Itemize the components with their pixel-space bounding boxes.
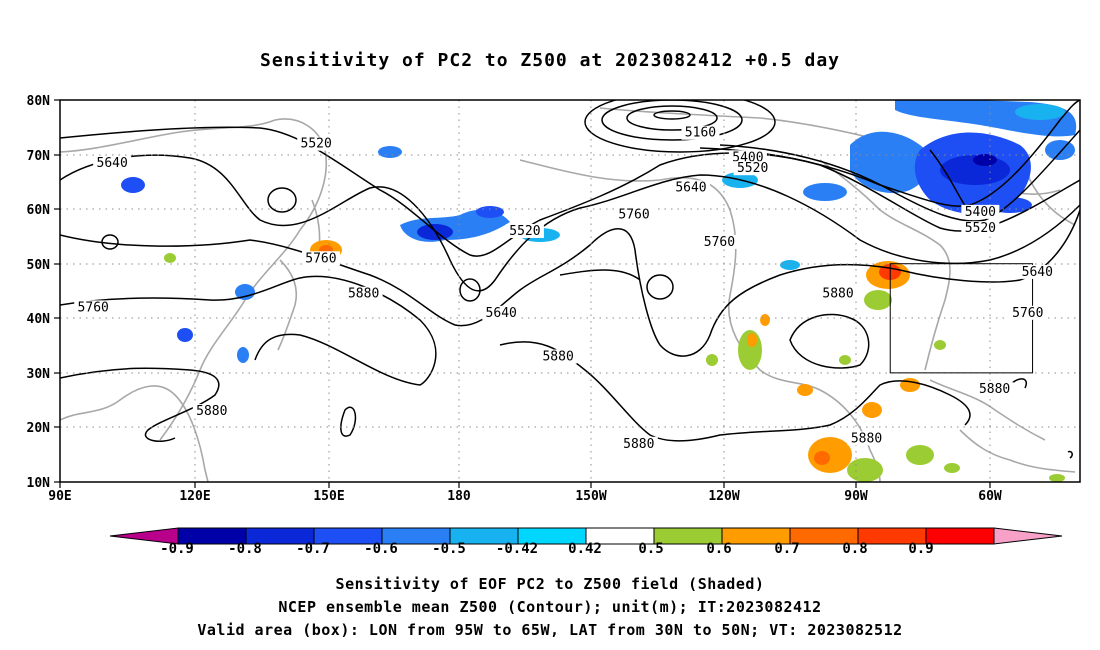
colorbar-label: -0.6 bbox=[364, 541, 398, 557]
chart-title: Sensitivity of PC2 to Z500 at 2023082412… bbox=[259, 50, 840, 71]
contour-labels: 5520564051605400552056405760552057605760… bbox=[74, 125, 1057, 452]
contour-label-background bbox=[344, 286, 383, 301]
colorbar-label: 0.7 bbox=[774, 541, 800, 557]
contour-label: 5880 bbox=[851, 431, 882, 446]
contour-label-background bbox=[671, 180, 710, 195]
lat-label: 80N bbox=[27, 94, 51, 109]
contour-label-background bbox=[301, 251, 340, 266]
lat-axis-labels: 80N 70N 60N 50N 40N 30N 20N 10N bbox=[27, 94, 51, 491]
contour-label-background bbox=[1018, 264, 1057, 279]
colorbar-cell bbox=[993, 527, 1063, 545]
contour-label: 5520 bbox=[965, 221, 996, 236]
footer-line-2: NCEP ensemble mean Z500 (Contour); unit(… bbox=[278, 598, 822, 616]
contour-label: 5760 bbox=[305, 251, 336, 266]
contour-label: 5880 bbox=[623, 437, 654, 452]
lon-label: 180 bbox=[447, 489, 471, 504]
lon-label: 90W bbox=[844, 489, 868, 504]
contour-label-background bbox=[975, 382, 1014, 397]
lat-label: 40N bbox=[27, 312, 51, 327]
contour-label-background bbox=[505, 223, 544, 238]
lon-label: 90E bbox=[48, 489, 71, 504]
contour-label-background bbox=[74, 300, 113, 315]
lat-label: 60N bbox=[27, 203, 51, 218]
tick-marks bbox=[54, 99, 991, 488]
lon-label: 120E bbox=[179, 489, 210, 504]
contour-label: 5640 bbox=[1022, 265, 1053, 280]
contour-label-background bbox=[681, 125, 720, 140]
lon-label: 150W bbox=[575, 489, 606, 504]
contour-label-background bbox=[482, 305, 521, 320]
contour-label: 5640 bbox=[486, 306, 517, 321]
lon-label: 60W bbox=[978, 489, 1002, 504]
colorbar bbox=[109, 527, 1063, 545]
contour-label: 5640 bbox=[97, 156, 128, 171]
contour-label-background bbox=[961, 204, 1000, 219]
contour-label-background bbox=[819, 286, 858, 301]
lat-label: 50N bbox=[27, 258, 51, 273]
footer-line-1: Sensitivity of EOF PC2 to Z500 field (Sh… bbox=[335, 575, 765, 593]
contour-label-background bbox=[93, 155, 132, 170]
contour-label: 5520 bbox=[509, 224, 540, 239]
contour-label: 5640 bbox=[675, 180, 706, 195]
lat-label: 10N bbox=[27, 476, 51, 491]
contour-label: 5880 bbox=[348, 287, 379, 302]
contour-label-background bbox=[961, 221, 1000, 236]
sensitivity-map: 5520564051605400552056405760552057605760… bbox=[27, 94, 1081, 504]
grid-lines bbox=[60, 100, 1080, 482]
colorbar-label: -0.5 bbox=[432, 541, 466, 557]
contour-label-background bbox=[1008, 305, 1047, 320]
lon-axis-labels: 90E 120E 150E 180 150W 120W 90W 60W bbox=[48, 489, 1002, 504]
colorbar-label: -0.7 bbox=[296, 541, 330, 557]
colorbar-label: 0.8 bbox=[842, 541, 868, 557]
contour-label: 5880 bbox=[196, 404, 227, 419]
contour-label-background bbox=[619, 436, 658, 451]
contour-label-background bbox=[847, 431, 886, 446]
map-frame bbox=[59, 99, 1081, 483]
sensitivity-shading bbox=[121, 100, 1077, 482]
footer-line-3: Valid area (box): LON from 95W to 65W, L… bbox=[197, 621, 903, 639]
contour-label: 5760 bbox=[78, 300, 109, 315]
colorbar-label: 0.9 bbox=[908, 541, 934, 557]
contour-label: 5160 bbox=[685, 126, 716, 141]
contour-label: 5520 bbox=[737, 161, 768, 176]
colorbar-label: -0.42 bbox=[495, 541, 539, 557]
contour-label: 5760 bbox=[704, 235, 735, 250]
contour-label-background bbox=[192, 404, 231, 419]
contour-label-background bbox=[728, 150, 767, 165]
contour-label-background bbox=[700, 234, 739, 249]
contour-label: 5880 bbox=[979, 382, 1010, 397]
lon-label: 150E bbox=[313, 489, 344, 504]
colorbar-label: 0.5 bbox=[638, 541, 664, 557]
contour-label: 5880 bbox=[542, 349, 573, 364]
contour-label: 5760 bbox=[618, 208, 649, 223]
lon-label: 120W bbox=[708, 489, 739, 504]
contour-label-background bbox=[297, 136, 336, 151]
contour-label-background bbox=[539, 349, 578, 364]
contour-label-background bbox=[615, 207, 654, 222]
coastlines bbox=[60, 107, 1076, 482]
colorbar-cell bbox=[925, 527, 995, 545]
colorbar-label: 0.42 bbox=[568, 541, 602, 557]
contour-label-background bbox=[733, 161, 772, 176]
contour-label: 5760 bbox=[1012, 306, 1043, 321]
colorbar-label: -0.8 bbox=[228, 541, 262, 557]
colorbar-label: -0.9 bbox=[160, 541, 194, 557]
lat-label: 20N bbox=[27, 421, 51, 436]
contour-label: 5880 bbox=[822, 287, 853, 302]
colorbar-label: 0.6 bbox=[706, 541, 732, 557]
contour-label: 5520 bbox=[301, 137, 332, 152]
lat-label: 30N bbox=[27, 367, 51, 382]
contour-label: 5400 bbox=[965, 205, 996, 220]
lat-label: 70N bbox=[27, 149, 51, 164]
